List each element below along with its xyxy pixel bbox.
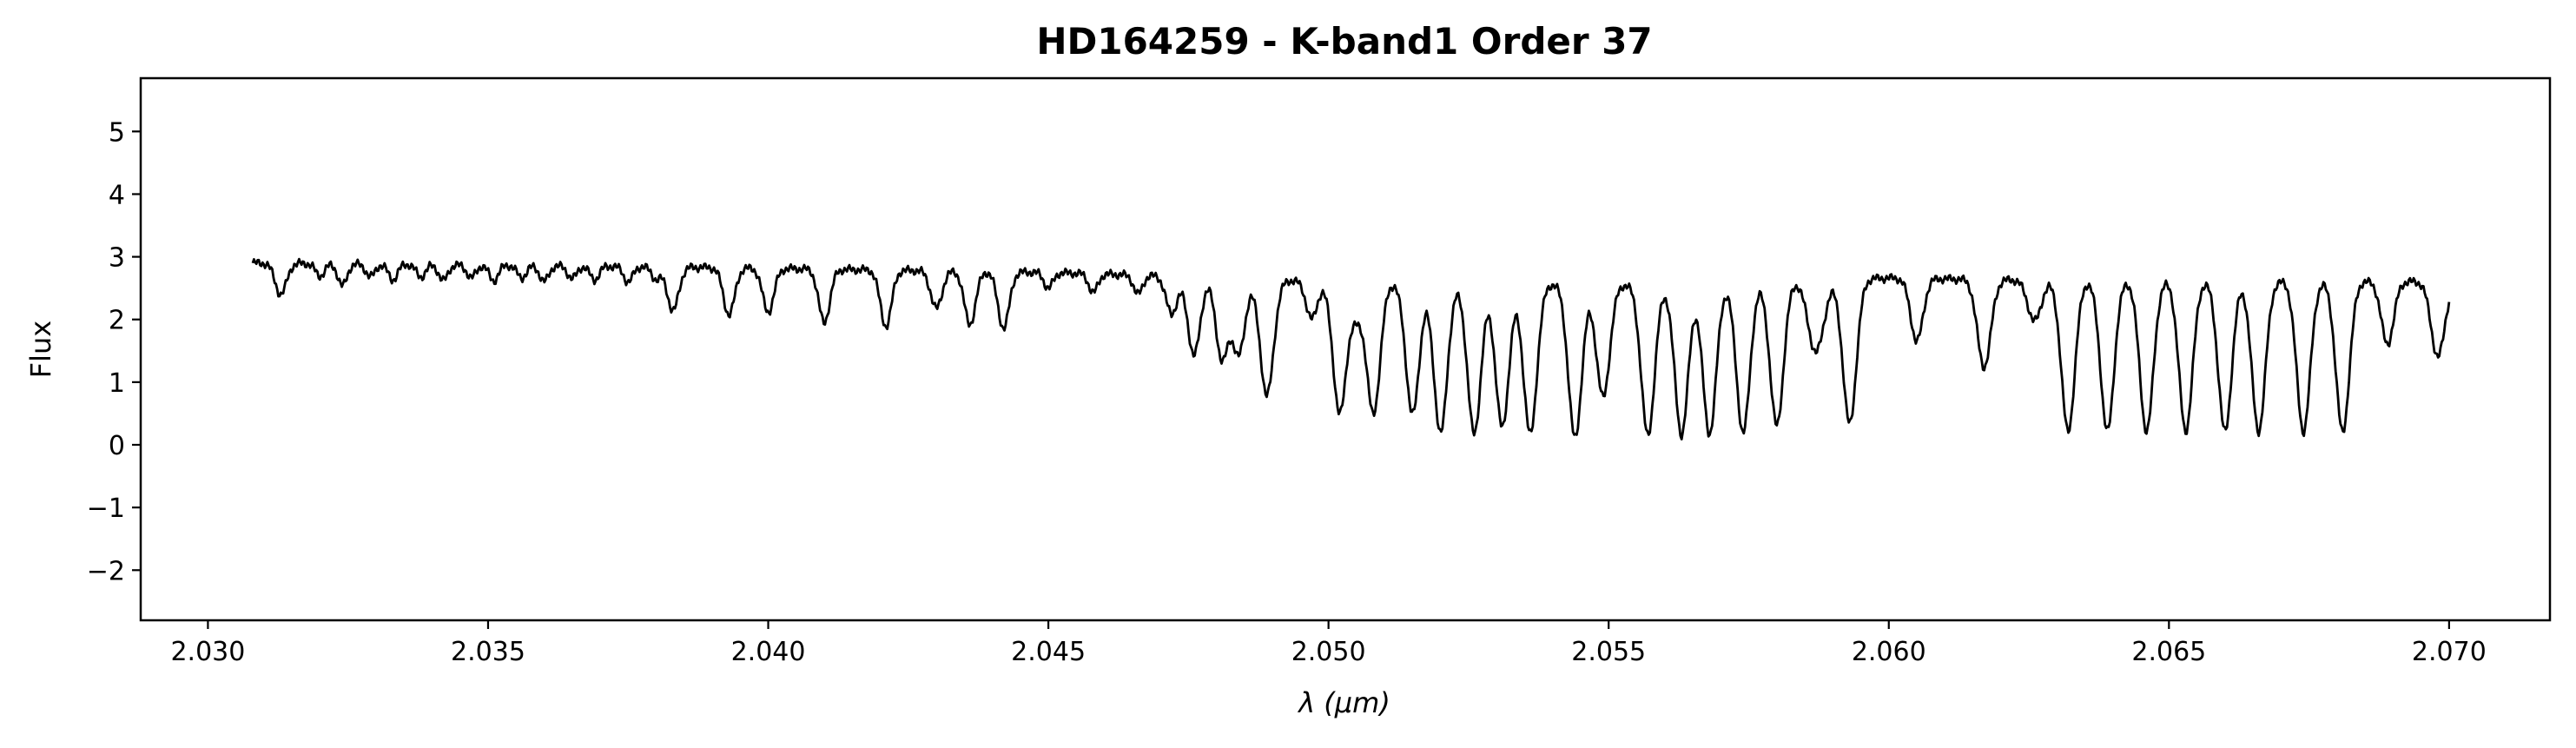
x-tick-label: 2.045: [1011, 637, 1086, 667]
y-tick-label: −2: [87, 556, 125, 586]
y-tick-label: 2: [109, 306, 125, 336]
x-tick-label: 2.060: [1852, 637, 1926, 667]
x-tick-label: 2.070: [2412, 637, 2487, 667]
spectrum-series-line: [251, 257, 2451, 440]
y-tick-label: −1: [87, 493, 125, 524]
y-tick-label: 3: [109, 243, 125, 274]
x-tick-label: 2.040: [731, 637, 806, 667]
x-axis-ticks: 2.030 2.035 2.040 2.045 2.050 2.055 2.060 2.065…: [170, 620, 2487, 667]
y-axis-ticks: −2 −1 0 1 2 3 4 5: [87, 117, 141, 586]
x-tick-label: 2.035: [451, 637, 525, 667]
y-tick-label: 0: [109, 431, 125, 461]
y-axis-label: Flux: [24, 321, 57, 379]
y-tick-label: 1: [109, 368, 125, 399]
y-tick-label: 5: [109, 117, 125, 148]
x-tick-label: 2.055: [1571, 637, 1646, 667]
plot-frame: [139, 76, 2552, 622]
x-axis-label: λ (μm): [1297, 686, 1390, 719]
x-tick-label: 2.050: [1291, 637, 1366, 667]
x-tick-label: 2.065: [2131, 637, 2206, 667]
chart-title: HD164259 - K-band1 Order 37: [1036, 20, 1652, 63]
y-tick-label: 4: [109, 180, 125, 210]
x-tick-label: 2.030: [170, 637, 245, 667]
